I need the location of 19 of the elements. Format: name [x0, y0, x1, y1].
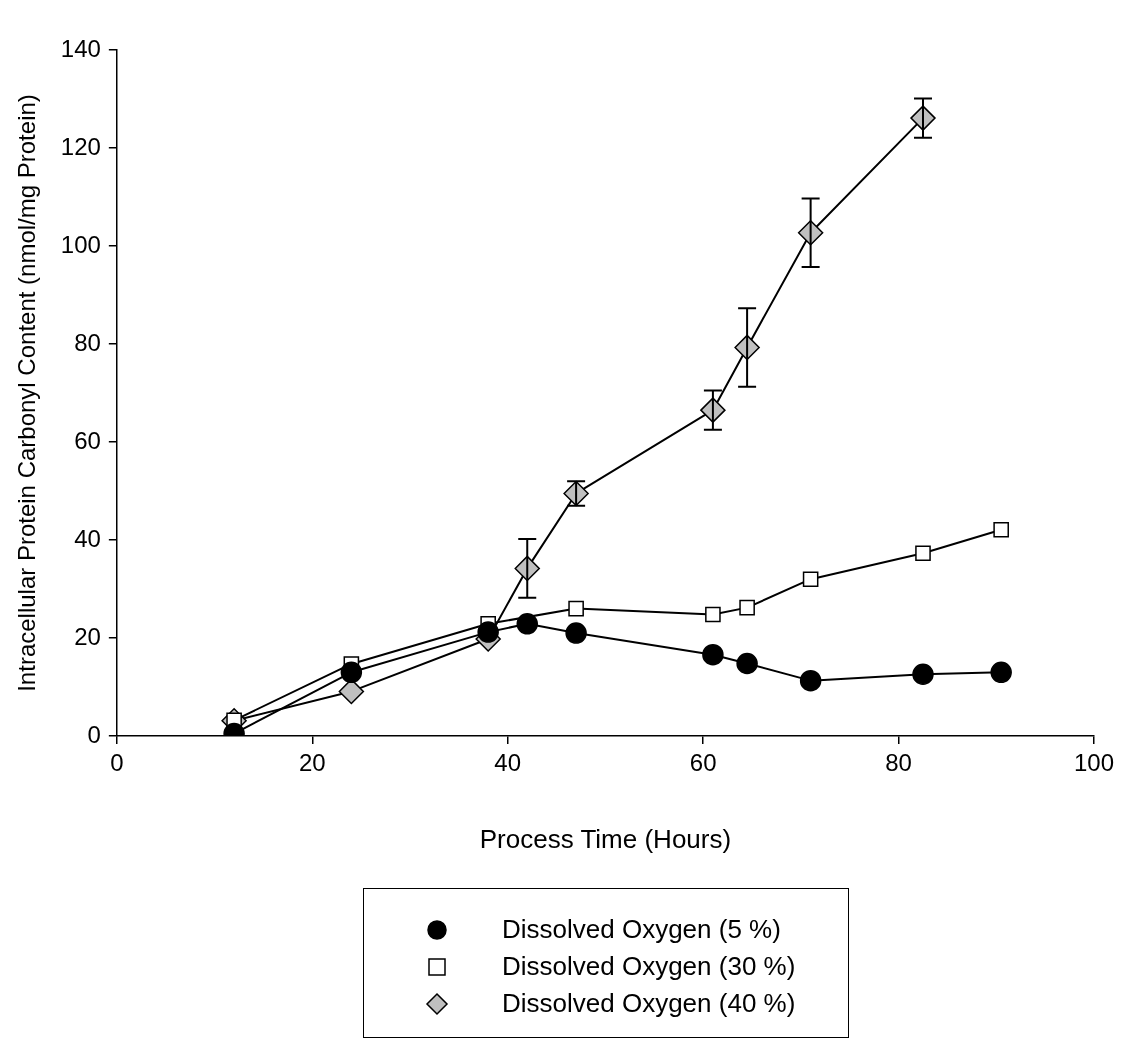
y-tick-label: 0 — [87, 720, 101, 748]
y-tick-label: 60 — [74, 426, 101, 454]
y-tick-label: 100 — [60, 230, 101, 258]
legend-label: Dissolved Oxygen (5 %) — [502, 914, 781, 945]
x-axis-title: Process Time (Hours) — [479, 823, 732, 854]
x-tick-label: 100 — [1073, 749, 1115, 777]
y-tick-label: 40 — [74, 524, 101, 552]
x-tick-label: 80 — [885, 749, 912, 777]
y-tick-label: 80 — [74, 328, 101, 356]
y-tick-label: 20 — [74, 622, 101, 650]
legend-label: Dissolved Oxygen (40 %) — [502, 988, 796, 1019]
y-tick-label: 140 — [60, 34, 101, 62]
x-tick-label: 20 — [298, 749, 326, 777]
x-tick-label: 0 — [110, 749, 124, 777]
x-tick-label: 40 — [494, 749, 522, 777]
y-tick-label: 120 — [60, 132, 101, 160]
x-tick-label: 60 — [689, 749, 717, 777]
legend-label: Dissolved Oxygen (30 %) — [502, 951, 796, 982]
y-axis-title: Intracellular Protein Carbonyl Content (nmol/mg Protein) — [13, 94, 41, 692]
